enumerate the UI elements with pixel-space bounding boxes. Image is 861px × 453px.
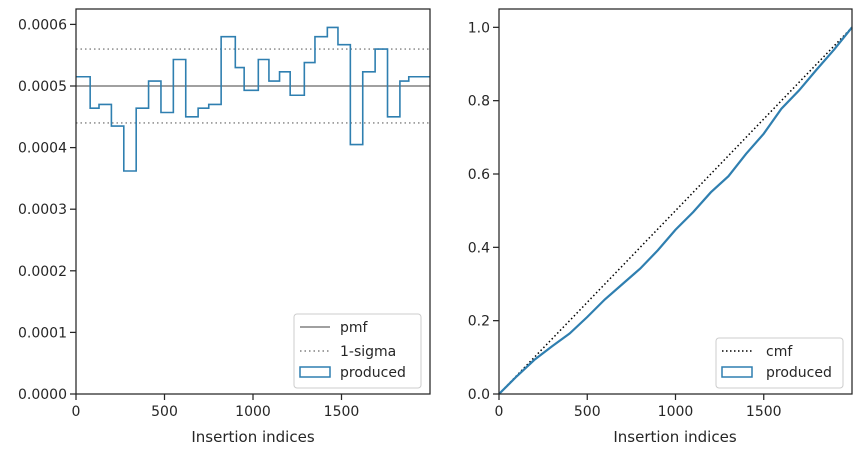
right-y-tick-label: 0.4 <box>468 240 490 256</box>
left-x-tick-label: 1500 <box>324 404 360 420</box>
right-y-tick-label: 0.0 <box>468 387 490 403</box>
legend-produced-label: produced <box>766 365 832 381</box>
left-y-tick-label: 0.0006 <box>18 17 67 33</box>
legend-produced-label: produced <box>340 365 406 381</box>
right-y-tick-label: 0.8 <box>468 94 490 110</box>
legend-pmf-label: pmf <box>340 320 369 336</box>
left-x-tick-label: 0 <box>72 404 81 420</box>
legend-cmf-label: cmf <box>766 344 793 360</box>
right-legend: cmf produced <box>715 337 844 389</box>
right-y-tick-label: 1.0 <box>468 20 490 36</box>
right-x-tick-label: 500 <box>574 404 601 420</box>
legend-1-sigma-label: 1-sigma <box>340 344 396 360</box>
left-x-tick-label: 500 <box>151 404 178 420</box>
right-y-tick-label: 0.6 <box>468 167 490 183</box>
left-y-tick-label: 0.0003 <box>18 202 67 218</box>
left-legend: pmf 1-sigma produced <box>293 313 422 389</box>
left-y-tick-label: 0.0002 <box>18 264 67 280</box>
left-legend-frame <box>293 313 422 389</box>
right-x-tick-label: 0 <box>495 404 504 420</box>
right-y-tick-label: 0.2 <box>468 314 490 330</box>
series-produced-step <box>76 26 430 172</box>
right-legend-frame <box>715 337 844 389</box>
right-x-tick-label: 1000 <box>658 404 694 420</box>
left-series-layer <box>76 26 430 172</box>
left-y-tick-label: 0.0005 <box>18 79 67 95</box>
left-y-tick-label: 0.0001 <box>18 325 67 341</box>
right-x-axis-label: Insertion indices <box>613 428 736 446</box>
left-x-axis-label: Insertion indices <box>191 428 314 446</box>
right-chart: cmf produced 0 500 1000 1500 0.0 0.2 0.4 0.6 0.8… <box>468 8 853 446</box>
series-cmf-line <box>498 26 853 395</box>
legend-produced-swatch <box>299 366 331 378</box>
left-ticks: 0 500 1000 1500 0.0000 0.0001 0.0002 0.0003 0.00… <box>18 17 359 420</box>
legend-produced-swatch <box>721 366 753 378</box>
left-chart: pmf 1-sigma produced 0 500 1000 15000.00000… <box>18 8 431 446</box>
right-ticks: 0 500 1000 1500 0.0 0.2 0.4 0.6 0.8 1.0 <box>468 20 782 420</box>
left-y-tick-label: 0.0000 <box>18 387 67 403</box>
series-produced-line <box>498 26 853 395</box>
left-y-tick-label: 0.0004 <box>18 141 67 157</box>
right-x-tick-label: 1500 <box>746 404 782 420</box>
left-x-tick-label: 1000 <box>235 404 271 420</box>
right-series-layer <box>498 26 853 395</box>
